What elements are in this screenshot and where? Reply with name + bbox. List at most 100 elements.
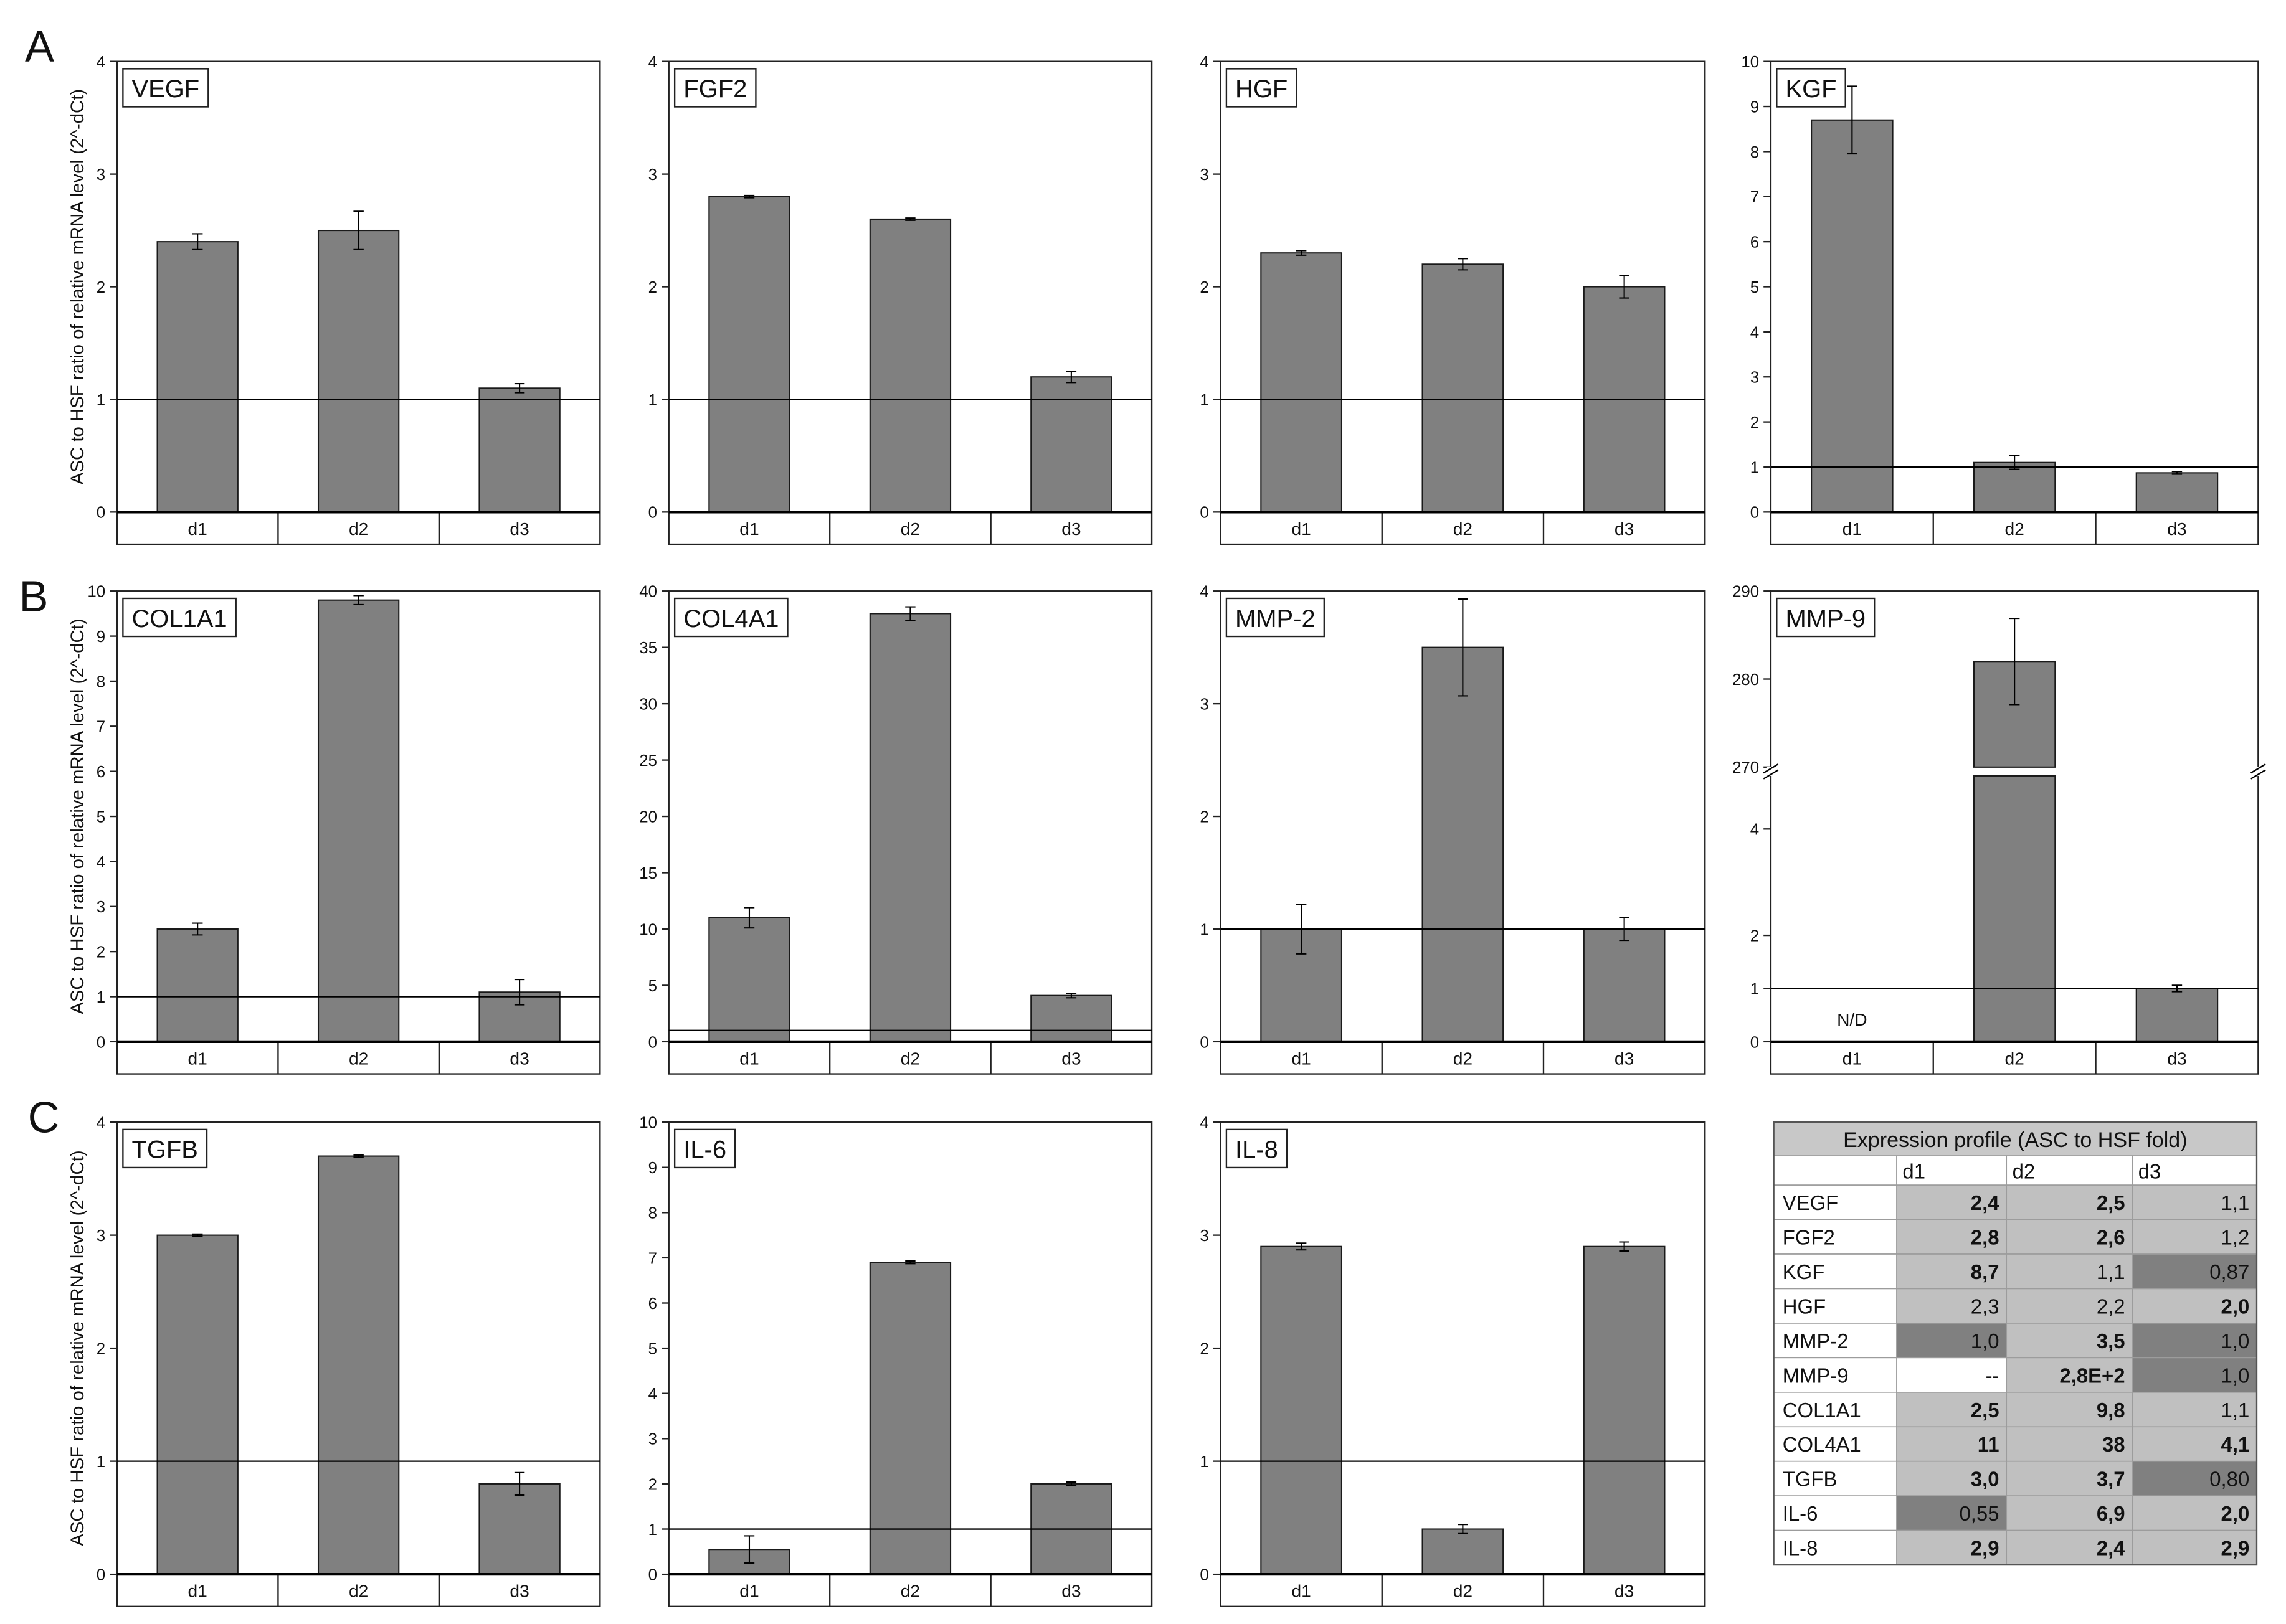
chart-title: TGFB (131, 1136, 198, 1164)
table-value-cell (2006, 1529, 2133, 1565)
error-bar-col1a1-d2 (353, 595, 364, 605)
chart-title: IL-6 (683, 1136, 726, 1164)
x-category-label: d1 (188, 1048, 207, 1068)
y-tick-label: 280 (1732, 671, 1759, 689)
table-row-tgfb: TGFB 3,0 3,7 0,80 (1773, 1460, 2257, 1497)
table-row-col4a1: COL4A1 11 38 4,1 (1773, 1426, 2257, 1462)
y-tick-label: 7 (97, 719, 105, 736)
bar-tgfb-d3 (478, 1483, 561, 1575)
y-tick-label: 3 (648, 1431, 657, 1448)
bar-hgf-d2 (1421, 263, 1504, 513)
bar-il-6-d2 (869, 1262, 952, 1575)
y-tick-label: 5 (97, 808, 105, 826)
x-category-label: d3 (510, 1581, 529, 1601)
y-tick-label: 4 (97, 854, 105, 871)
bar-tgfb-d2 (317, 1155, 400, 1575)
table-value: 2,6 (2097, 1226, 2125, 1249)
error-bar-vegf-d3 (514, 383, 525, 394)
table-value: 2,0 (2221, 1502, 2250, 1525)
table-column-header: d1 (1902, 1160, 1925, 1183)
error-bar-il-6-d1 (744, 1535, 755, 1564)
bar-il-8-d2 (1421, 1528, 1504, 1575)
table-header-cell (2132, 1155, 2257, 1186)
x-category-label: d2 (1453, 1581, 1473, 1601)
table-row-label-cell (1773, 1460, 1897, 1497)
table-row-label-cell (1773, 1357, 1897, 1393)
error-bar-fgf2-d2 (905, 217, 916, 221)
table-corner-cell (1773, 1155, 1897, 1186)
chart-kgf: 0 1 2 3 4 5 6 7 8 9 10 d1 d2 d3 KGF (1741, 54, 2259, 545)
chart-title: MMP-9 (1785, 605, 1866, 633)
x-category-label: d2 (901, 1581, 920, 1601)
y-tick-label: 4 (1750, 324, 1759, 341)
y-tick-label: 9 (1750, 98, 1759, 116)
chart-il-8: 0 1 2 3 4 d1 d2 d3 IL-8 (1200, 1115, 1706, 1607)
table-row-label: IL-6 (1783, 1502, 1818, 1525)
x-category-label: d2 (1453, 1048, 1473, 1068)
table-value: 2,8 (1971, 1226, 1999, 1249)
y-tick-label: 8 (1750, 144, 1759, 161)
bar-mmp-9-d2-upper (1973, 661, 2056, 768)
error-bar-mmp-2-d2 (1458, 598, 1468, 697)
x-category-label: d1 (1291, 1581, 1311, 1601)
bar-tgfb-d1 (156, 1234, 239, 1575)
error-bar-hgf-d2 (1458, 258, 1468, 271)
error-bar-vegf-d2 (353, 210, 364, 250)
x-category-label: d2 (901, 1048, 920, 1068)
y-tick-label: 2 (1750, 414, 1759, 432)
table-value: 2,4 (2097, 1537, 2125, 1560)
error-bar-fgf2-d3 (1066, 371, 1077, 384)
table-value-cell (2132, 1460, 2257, 1497)
table-value: 9,8 (2097, 1399, 2125, 1422)
bar-kgf-d3 (2135, 472, 2219, 513)
y-tick-label: 2 (97, 944, 105, 961)
table-value-cell (1896, 1253, 2008, 1290)
table-value: 2,2 (2097, 1295, 2125, 1318)
chart-title-box (673, 597, 789, 638)
table-value: 3,0 (1971, 1468, 1999, 1491)
table-value: 1,1 (2097, 1260, 2125, 1283)
table-value: 0,55 (1960, 1502, 1999, 1525)
error-bar-fgf2-d1 (744, 194, 755, 199)
bar-col4a1-d1 (708, 917, 790, 1042)
x-category-label: d1 (188, 519, 207, 539)
chart-title: VEGF (131, 75, 199, 103)
y-tick-label: 3 (1750, 369, 1759, 387)
y-tick-label: 1 (97, 392, 105, 409)
table-value: 2,9 (1971, 1537, 1999, 1560)
y-tick-label: 8 (648, 1205, 657, 1222)
table-value-cell (1896, 1219, 2008, 1255)
bar-mmp-2-d2 (1421, 646, 1504, 1042)
error-bar-il-6-d3 (1066, 1481, 1077, 1486)
table-row-vegf: VEGF 2,4 2,5 1,1 (1773, 1184, 2257, 1220)
y-tick-label: 0 (1200, 1567, 1208, 1584)
error-bar-hgf-d3 (1619, 275, 1629, 299)
bar-mmp-2-d3 (1583, 928, 1666, 1042)
table-row-label-cell (1773, 1495, 1897, 1531)
table-row-kgf: KGF 8,7 1,1 0,87 (1773, 1253, 2257, 1290)
bar-col1a1-d2 (317, 599, 400, 1042)
y-tick-label: 2 (1200, 808, 1208, 826)
table-value-cell (2006, 1219, 2133, 1255)
chart-title-box (122, 1128, 208, 1169)
y-tick-label: 1 (1750, 981, 1759, 998)
table-value-cell (2006, 1392, 2133, 1428)
y-tick-label: 2 (648, 279, 657, 296)
x-category-label: d3 (510, 1048, 529, 1068)
y-tick-label: 0 (1200, 504, 1208, 522)
x-category-label: d2 (2004, 1048, 2024, 1068)
table-value-cell (2132, 1288, 2257, 1324)
table-value-cell (2132, 1357, 2257, 1393)
error-bar-tgfb-d3 (514, 1471, 525, 1496)
table-value-cell (1896, 1288, 2008, 1324)
table-row-label: IL-8 (1783, 1537, 1818, 1560)
x-category-label: d1 (1843, 519, 1862, 539)
y-axis-label: ASC to HSF ratio of relative mRNA level … (67, 89, 88, 484)
panel-label-c: C (28, 1093, 60, 1142)
y-tick-label: 10 (639, 1115, 657, 1132)
x-category-label: d2 (901, 519, 920, 539)
y-tick-label: 4 (97, 54, 105, 71)
chart-tgfb: 0 1 2 3 4 d1 d2 d3 TGFB ASC to HSF ratio of relat… (67, 1115, 601, 1607)
table-header-cell (2006, 1155, 2133, 1186)
